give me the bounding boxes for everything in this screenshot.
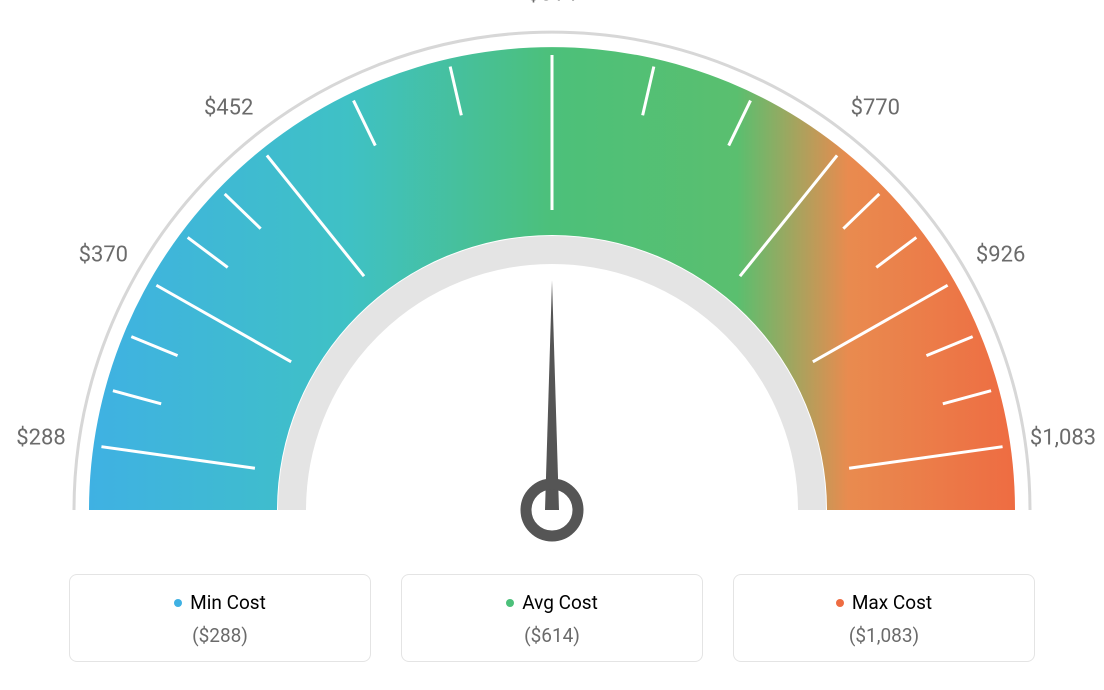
dot-icon xyxy=(836,599,844,607)
dot-icon xyxy=(506,599,514,607)
legend-value-avg: ($614) xyxy=(402,624,702,647)
legend-card-avg: Avg Cost ($614) xyxy=(401,574,703,662)
legend-value-max: ($1,083) xyxy=(734,624,1034,647)
gauge-tick-label: $614 xyxy=(527,0,576,7)
gauge-svg xyxy=(0,0,1104,560)
gauge-tick-label: $1,083 xyxy=(1030,426,1096,451)
gauge-tick-label: $926 xyxy=(976,243,1025,268)
legend-label: Max Cost xyxy=(852,591,932,614)
cost-gauge-chart: $288 $370 $452 $614 $770 $926 $1,083 Min Cost … xyxy=(0,0,1104,690)
legend-title-avg: Avg Cost xyxy=(506,591,598,614)
legend-title-min: Min Cost xyxy=(174,591,266,614)
gauge-tick-label: $452 xyxy=(204,95,253,120)
legend-card-min: Min Cost ($288) xyxy=(69,574,371,662)
legend-title-max: Max Cost xyxy=(836,591,932,614)
legend-value-min: ($288) xyxy=(70,624,370,647)
gauge-tick-label: $288 xyxy=(16,426,65,451)
legend-card-max: Max Cost ($1,083) xyxy=(733,574,1035,662)
legend-label: Avg Cost xyxy=(522,591,598,614)
gauge-tick-label: $370 xyxy=(79,243,128,268)
dot-icon xyxy=(174,599,182,607)
legend-row: Min Cost ($288) Avg Cost ($614) Max Cost… xyxy=(0,574,1104,662)
legend-label: Min Cost xyxy=(190,591,266,614)
gauge-tick-label: $770 xyxy=(851,95,900,120)
gauge-area: $288 $370 $452 $614 $770 $926 $1,083 xyxy=(0,0,1104,560)
